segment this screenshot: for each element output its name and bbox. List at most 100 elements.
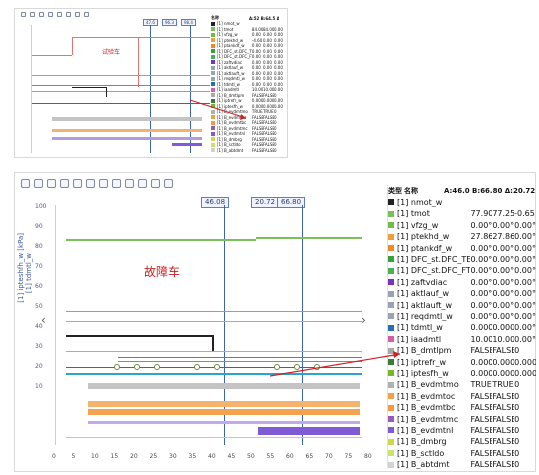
- signal-value-a: 0.00: [251, 48, 261, 54]
- signal-row[interactable]: [1] B_dmbrg FALSE FALSE 0: [211, 136, 285, 142]
- grid-icon[interactable]: [84, 12, 89, 17]
- signal-row[interactable]: [1] ptankdf_w 0.00 0.00 0.00: [211, 43, 285, 49]
- cursor-b-line[interactable]: [302, 205, 303, 445]
- signal-row[interactable]: [1] DFC_st.DFC_TESG0.00°0.00°0.00°: [388, 253, 536, 265]
- chart-icon[interactable]: [125, 179, 134, 188]
- fit-icon[interactable]: [39, 12, 44, 17]
- signal-row[interactable]: [1] B_evdmtbc FALSE FALSE 0: [211, 120, 285, 126]
- data-marker: [314, 364, 320, 370]
- zoom-out-icon[interactable]: [30, 12, 35, 17]
- axis-icon[interactable]: [48, 12, 53, 17]
- signal-row[interactable]: [1] iptesfh_w 0.000 0.000 0.00: [211, 103, 285, 109]
- signal-row[interactable]: [1] aktlauft_w 0.00° 0.00° 0.00°: [388, 299, 536, 311]
- signal-name: [1] B_evdmtbc: [217, 120, 247, 125]
- signal-value-delta: 0.00°: [514, 232, 536, 242]
- signal-row[interactable]: [1] ptankdf_w 0.00° 0.00° 0.00°: [388, 242, 536, 254]
- signal-value-b: FALSE°: [492, 391, 514, 401]
- signal-color-swatch: [211, 32, 215, 37]
- zoom-in-icon[interactable]: [21, 12, 26, 17]
- signal-row[interactable]: [1] aktlauf_w 0.00 0.00 0.00: [211, 65, 285, 71]
- signal-row[interactable]: [1] B_evdmtoc FALSE FALSE 0: [211, 114, 285, 120]
- top-cursor-b-label[interactable]: 98.4: [181, 19, 196, 26]
- signal-row[interactable]: [1] B_sctldo FALSE FALSE 0: [211, 142, 285, 148]
- x-tick-label: 65: [305, 453, 314, 460]
- signal-row[interactable]: [1] aktlauf_w 0.00° 0.00° 0.00°: [388, 288, 536, 300]
- signal-row[interactable]: [1] iptrefr_w 0.000 0.000 0.00: [211, 98, 285, 104]
- signal-row[interactable]: [1] B_evdmtnl FALSE FALSE 0: [211, 131, 285, 137]
- signal-row[interactable]: [1] aktlauft_w 0.00 0.00 0.00: [211, 70, 285, 76]
- settings-icon[interactable]: [75, 12, 80, 17]
- signal-row[interactable]: [1] iptesfh_w0.00000.00000.000: [388, 367, 536, 379]
- signal-row[interactable]: [1] tdmtl_w0.00000.00000.00°: [388, 322, 536, 334]
- top-cursor-b-line[interactable]: [190, 25, 191, 153]
- settings-icon[interactable]: [99, 179, 108, 188]
- signal-row[interactable]: [1] zaftvdiac 0.00 0.00 0.00: [211, 59, 285, 65]
- signal-row[interactable]: [1] iptrefr_w0.00000.00000.000: [388, 356, 536, 368]
- cursor-a-label[interactable]: 46.08: [201, 197, 230, 208]
- cursor-mode-icon[interactable]: [73, 179, 82, 188]
- top-cursor-a-line[interactable]: [150, 25, 151, 153]
- scroll-left-arrow[interactable]: ‹: [41, 313, 46, 327]
- signal-color-swatch: [211, 38, 215, 42]
- signal-value-delta: 0: [514, 460, 520, 469]
- scroll-right-arrow[interactable]: ›: [361, 313, 366, 327]
- signal-row[interactable]: [1] ptekhd_w -4.60 0.00 0.00: [211, 37, 285, 43]
- signal-value-a: 0.00: [251, 32, 261, 37]
- axis-left-icon[interactable]: [47, 179, 56, 188]
- signal-row[interactable]: [1] nmot_w: [211, 21, 285, 27]
- move-icon[interactable]: [86, 179, 95, 188]
- signal-row[interactable]: [1] tmot 77.90°77.25°-0.65: [388, 208, 536, 220]
- signal-value-delta: 0.00: [273, 59, 283, 65]
- axis-right-icon[interactable]: [60, 179, 69, 188]
- marker-icon[interactable]: [66, 12, 71, 17]
- y-tick-label: 50: [35, 303, 43, 310]
- signal-value-b: FALSE°: [492, 346, 514, 356]
- signal-color-swatch: [388, 416, 394, 422]
- signal-row[interactable]: [1] DFC_st.DFC_TESG0.000.000.00: [211, 48, 285, 54]
- cursor-b-label[interactable]: 66.80: [277, 197, 306, 208]
- signal-row[interactable]: [1] tdmtl_w 0.00 0.00 0.00: [211, 81, 285, 87]
- signal-row[interactable]: [1] B_abtdmt FALSE FALSE 0: [211, 147, 285, 153]
- list-icon[interactable]: [164, 179, 173, 188]
- signal-value-a: 77.90°: [470, 209, 492, 219]
- top-test-vehicle-label: 试验车: [102, 49, 121, 56]
- zoom-out-icon[interactable]: [34, 179, 43, 188]
- signal-row[interactable]: [1] DFC_st.DFC_FTIV0.000.000.00: [211, 54, 285, 60]
- signal-row[interactable]: [1] DFC_st.DFC_FTIVmax0.00°0.00°0.00°: [388, 265, 536, 277]
- export-icon[interactable]: [138, 179, 147, 188]
- signal-row[interactable]: [1] B_evdmtmo TRUE TRUE 0: [211, 109, 285, 115]
- cursor-a-line[interactable]: [224, 205, 225, 445]
- signal-row[interactable]: [1] zaftvdiac 0.00° 0.00° 0.00°: [388, 276, 536, 288]
- signal-row[interactable]: [1] nmot_w: [388, 196, 536, 208]
- signal-row[interactable]: [1] reqdmtl_w 0.00 0.00 0.00: [211, 76, 285, 82]
- signal-row[interactable]: [1] vfzg_w 0.00 0.00 0.00: [211, 32, 285, 38]
- signal-row[interactable]: [1] vfzg_w 0.00° 0.00° 0.00°: [388, 219, 536, 231]
- signal-value-a: FALSE: [251, 142, 263, 147]
- marker-icon[interactable]: [151, 179, 160, 188]
- signal-value-delta: 0.000: [514, 357, 536, 367]
- signal-row[interactable]: [1] ptekhd_w27.86°27.86°0.00°: [388, 231, 536, 243]
- cursor-icon[interactable]: [57, 12, 62, 17]
- nmot-trace-a: [66, 335, 212, 337]
- signal-row[interactable]: [1] B_evdmtmc FALSE FALSE 0: [211, 125, 285, 131]
- zoom-in-icon[interactable]: [21, 179, 30, 188]
- signal-name: [1] aktlauf_w: [397, 289, 450, 299]
- signal-row[interactable]: [1] B_dmtlpm FALSE FALSE 0: [211, 92, 285, 98]
- signal-color-swatch: [388, 313, 394, 320]
- signal-color-swatch: [388, 404, 394, 411]
- frame-icon[interactable]: [112, 179, 121, 188]
- signal-row[interactable]: [1] reqdmtl_w 0.00° 0.00° 0.00°: [388, 310, 536, 322]
